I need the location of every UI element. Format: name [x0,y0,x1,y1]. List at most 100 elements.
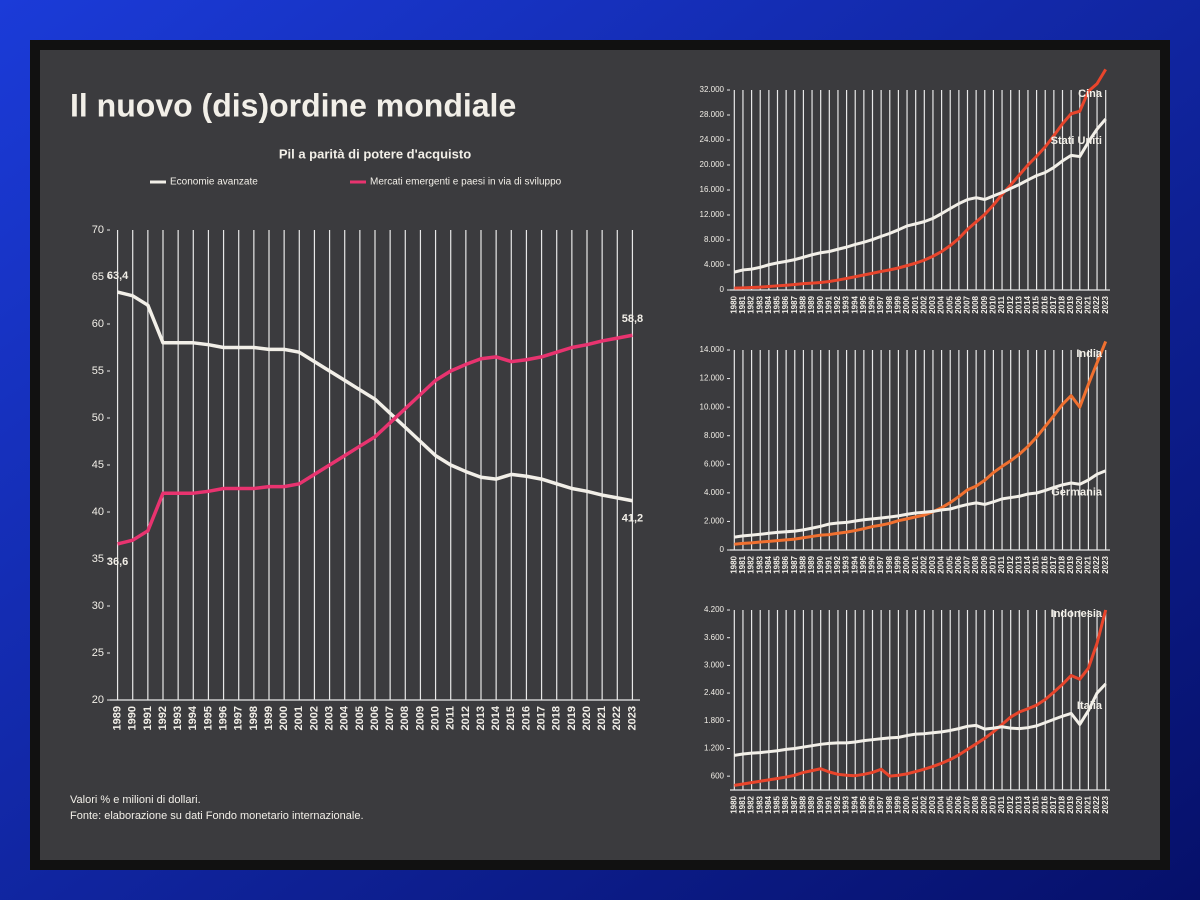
series-line [117,333,633,546]
y-tick-label: 32.000 [700,85,725,94]
x-tick-label: 2021 [1084,795,1093,813]
x-tick-label: 1997 [233,706,245,730]
y-tick-label: 4.000 [704,260,725,269]
x-tick-label: 1998 [248,706,260,730]
x-tick-label: 2000 [902,795,911,813]
y-tick-label: 14.000 [700,345,725,354]
x-tick-label: 1993 [842,295,851,313]
series-line [734,68,1107,290]
x-tick-label: 2013 [475,706,487,730]
x-tick-label: 2019 [1066,555,1075,573]
x-tick-label: 1990 [816,295,825,313]
y-tick-label: 45 [92,459,104,471]
x-tick-label: 1997 [876,555,885,573]
series-label: Germania [1051,487,1103,499]
x-tick-label: 2001 [911,295,920,313]
x-tick-label: 1982 [747,555,756,573]
x-tick-label: 2018 [1058,795,1067,813]
y-tick-label: 24.000 [700,135,725,144]
x-tick-label: 2004 [937,295,946,313]
x-tick-label: 2021 [596,706,608,730]
y-tick-label: 60 [92,318,104,330]
y-tick-label: 8.000 [704,235,725,244]
x-tick-label: 2022 [611,706,623,730]
data-label: 41,2 [622,513,643,525]
x-tick-label: 1982 [747,295,756,313]
x-tick-label: 1988 [799,295,808,313]
y-tick-label: 10.000 [700,402,725,411]
x-tick-label: 2009 [980,795,989,813]
series-line [734,682,1107,757]
chart-title: Pil a parità di potere d'acquisto [279,146,471,161]
x-tick-label: 2002 [919,555,928,573]
x-tick-label: 2023 [1101,295,1110,313]
x-tick-label: 1989 [807,295,816,313]
x-tick-label: 2015 [505,706,517,730]
x-tick-label: 1988 [799,555,808,573]
x-tick-label: 1994 [850,795,859,813]
series-label: Stati Uniti [1051,135,1102,147]
x-tick-label: 2005 [354,706,366,730]
y-tick-label: 0 [720,285,725,294]
x-tick-label: 2011 [997,555,1006,573]
x-tick-label: 2022 [1092,795,1101,813]
x-tick-label: 1996 [868,295,877,313]
x-tick-label: 1989 [111,706,123,730]
x-tick-label: 2013 [1014,295,1023,313]
x-tick-label: 2016 [1040,555,1049,573]
x-tick-label: 2008 [971,795,980,813]
x-tick-label: 1991 [824,555,833,573]
legend-label: Mercati emergenti e paesi in via di svil… [370,177,562,188]
x-tick-label: 2014 [1023,555,1032,573]
x-tick-label: 1991 [824,795,833,813]
y-tick-label: 600 [711,771,725,780]
x-tick-label: 2018 [1058,295,1067,313]
x-tick-label: 2003 [928,295,937,313]
x-tick-label: 1998 [885,555,894,573]
x-tick-label: 2019 [1066,295,1075,313]
y-tick-label: 20.000 [700,160,725,169]
x-tick-label: 2021 [1084,555,1093,573]
x-tick-label: 1986 [781,295,790,313]
x-tick-label: 2001 [911,795,920,813]
x-tick-label: 2005 [945,295,954,313]
x-tick-label: 1999 [894,555,903,573]
x-tick-label: 2017 [1049,795,1058,813]
x-tick-label: 2001 [911,555,920,573]
x-tick-label: 2003 [323,706,335,730]
y-tick-label: 3.000 [704,660,725,669]
y-tick-label: 28.000 [700,110,725,119]
x-tick-label: 2013 [1014,555,1023,573]
x-tick-label: 2014 [1023,295,1032,313]
y-tick-label: 55 [92,365,104,377]
x-tick-label: 1993 [842,555,851,573]
x-tick-label: 2008 [399,706,411,730]
data-label: 36,6 [107,556,128,568]
data-label: 58,8 [622,313,643,325]
x-tick-label: 1983 [755,555,764,573]
x-tick-label: 2015 [1032,555,1041,573]
x-tick-label: 2000 [902,295,911,313]
y-tick-label: 1.200 [704,744,725,753]
x-tick-label: 2006 [954,795,963,813]
series-line [117,290,633,503]
x-tick-label: 2007 [384,706,396,730]
x-tick-label: 1984 [764,295,773,313]
x-tick-label: 1987 [790,295,799,313]
x-tick-label: 1996 [868,795,877,813]
y-tick-label: 1.800 [704,716,725,725]
x-tick-label: 1983 [755,295,764,313]
x-tick-label: 2005 [945,555,954,573]
x-tick-label: 1996 [868,555,877,573]
x-tick-label: 2006 [369,706,381,730]
x-tick-label: 1995 [859,295,868,313]
series-label: Indonesia [1051,608,1103,620]
x-tick-label: 1995 [859,555,868,573]
x-tick-label: 1992 [833,795,842,813]
x-tick-label: 1981 [738,295,747,313]
x-tick-label: 1981 [738,555,747,573]
x-tick-label: 2007 [963,555,972,573]
x-tick-label: 1989 [807,555,816,573]
x-tick-label: 2004 [339,705,351,730]
